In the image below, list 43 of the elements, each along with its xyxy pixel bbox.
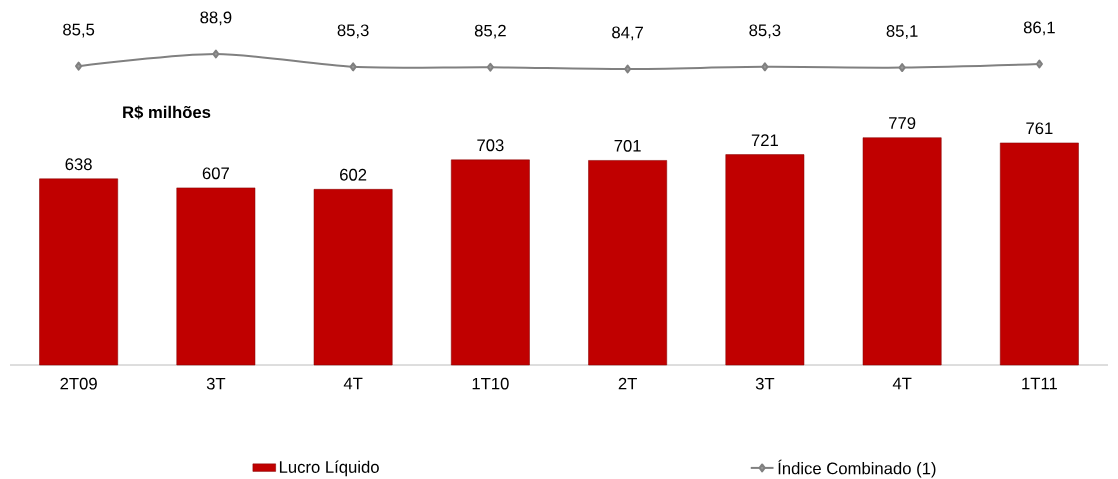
x-tick-label: 1T10 [472, 377, 509, 390]
data-label: 701 [614, 139, 641, 152]
point [1035, 59, 1043, 69]
y-axis-title: R$ milhões [123, 105, 211, 120]
point [624, 64, 632, 74]
data-label: 85,1 [886, 25, 918, 39]
x-tick-label: 2T [618, 377, 637, 390]
x-tick-label: 3T [755, 377, 775, 390]
bar [999, 142, 1079, 366]
x-tick-label: 2T09 [60, 377, 97, 390]
bar [176, 187, 256, 366]
point [349, 62, 357, 72]
point [486, 62, 494, 72]
data-label: 85,2 [474, 24, 506, 39]
x-tick-label: 4T [343, 377, 363, 390]
point [898, 63, 906, 73]
data-label: 85,5 [63, 23, 95, 38]
data-label: 88,9 [200, 11, 232, 26]
data-label: 607 [202, 167, 229, 180]
data-label: 638 [65, 158, 92, 171]
x-tick-label: 1T11 [1022, 377, 1057, 390]
point [75, 61, 83, 71]
bar [313, 189, 393, 366]
bar [39, 178, 119, 366]
data-label: 703 [477, 139, 504, 152]
data-label: 84,7 [612, 26, 644, 41]
data-label: 85,3 [749, 24, 781, 39]
bar [725, 154, 805, 366]
x-tick-label: 3T [206, 377, 226, 390]
bar [588, 160, 668, 366]
x-tick-label: 4T [892, 377, 912, 390]
legend-label: Índice Combinado (1) [778, 459, 936, 478]
legend-label: Lucro Líquido [279, 460, 379, 477]
data-label: 85,3 [337, 24, 369, 39]
data-label: 779 [889, 117, 916, 129]
point [761, 62, 769, 72]
data-label: 86,1 [1023, 21, 1055, 36]
bar [450, 159, 530, 366]
data-label: 602 [340, 168, 367, 181]
data-label: 761 [1026, 122, 1053, 135]
point [212, 49, 220, 59]
bar [862, 137, 942, 366]
data-label: 721 [751, 134, 778, 146]
